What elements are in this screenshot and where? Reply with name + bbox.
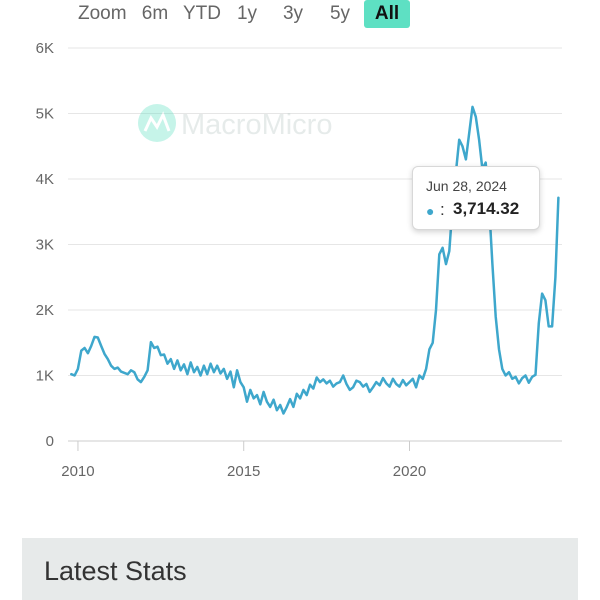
watermark-text: MacroMicro: [181, 109, 332, 141]
zoom-5y-button[interactable]: 5y: [329, 3, 351, 24]
zoom-bar: Zoom 6m YTD 1y 3y 5y All: [0, 0, 600, 30]
watermark: MacroMicro: [138, 104, 332, 142]
y-tick-label: 2K: [36, 302, 54, 319]
y-tick-label: 6K: [36, 40, 54, 57]
tooltip-series-dot-icon: ●: [426, 203, 435, 219]
series-layer: [70, 105, 560, 415]
line-chart: MacroMicro 2010 2015 2020 0 1K 2K 3K 4K 5K 6K: [36, 40, 562, 480]
y-tick-label: 3K: [36, 237, 54, 254]
y-tick-label: 4K: [36, 171, 54, 188]
zoom-1y-button[interactable]: 1y: [236, 3, 258, 24]
tooltip-value: 3,714.32: [453, 199, 520, 218]
latest-stats-panel: Latest Stats: [22, 538, 578, 600]
x-tick-label: 2020: [393, 463, 426, 480]
zoom-all-button[interactable]: All: [364, 0, 410, 28]
tooltip: Jun 28, 2024 ● : 3,714.32: [412, 166, 540, 230]
y-axis: 0 1K 2K 3K 4K 5K 6K: [36, 40, 54, 450]
x-tick-label: 2015: [227, 463, 260, 480]
macromicro-logo-mark: [143, 111, 171, 132]
macromicro-logo-icon: [138, 104, 176, 142]
y-tick-label: 1K: [36, 368, 54, 385]
y-tick-label: 5K: [36, 106, 54, 123]
series-line: [70, 105, 560, 415]
zoom-ytd-button[interactable]: YTD: [183, 3, 221, 24]
zoom-label: Zoom: [78, 3, 127, 24]
tooltip-date: Jun 28, 2024: [426, 178, 507, 194]
x-tick-label: 2010: [61, 463, 94, 480]
x-axis: 2010 2015 2020: [61, 440, 562, 480]
tooltip-separator: :: [440, 200, 445, 219]
latest-stats-title: Latest Stats: [44, 556, 187, 586]
y-tick-label: 0: [46, 433, 54, 450]
zoom-6m-button[interactable]: 6m: [141, 3, 169, 24]
zoom-3y-button[interactable]: 3y: [282, 3, 304, 24]
